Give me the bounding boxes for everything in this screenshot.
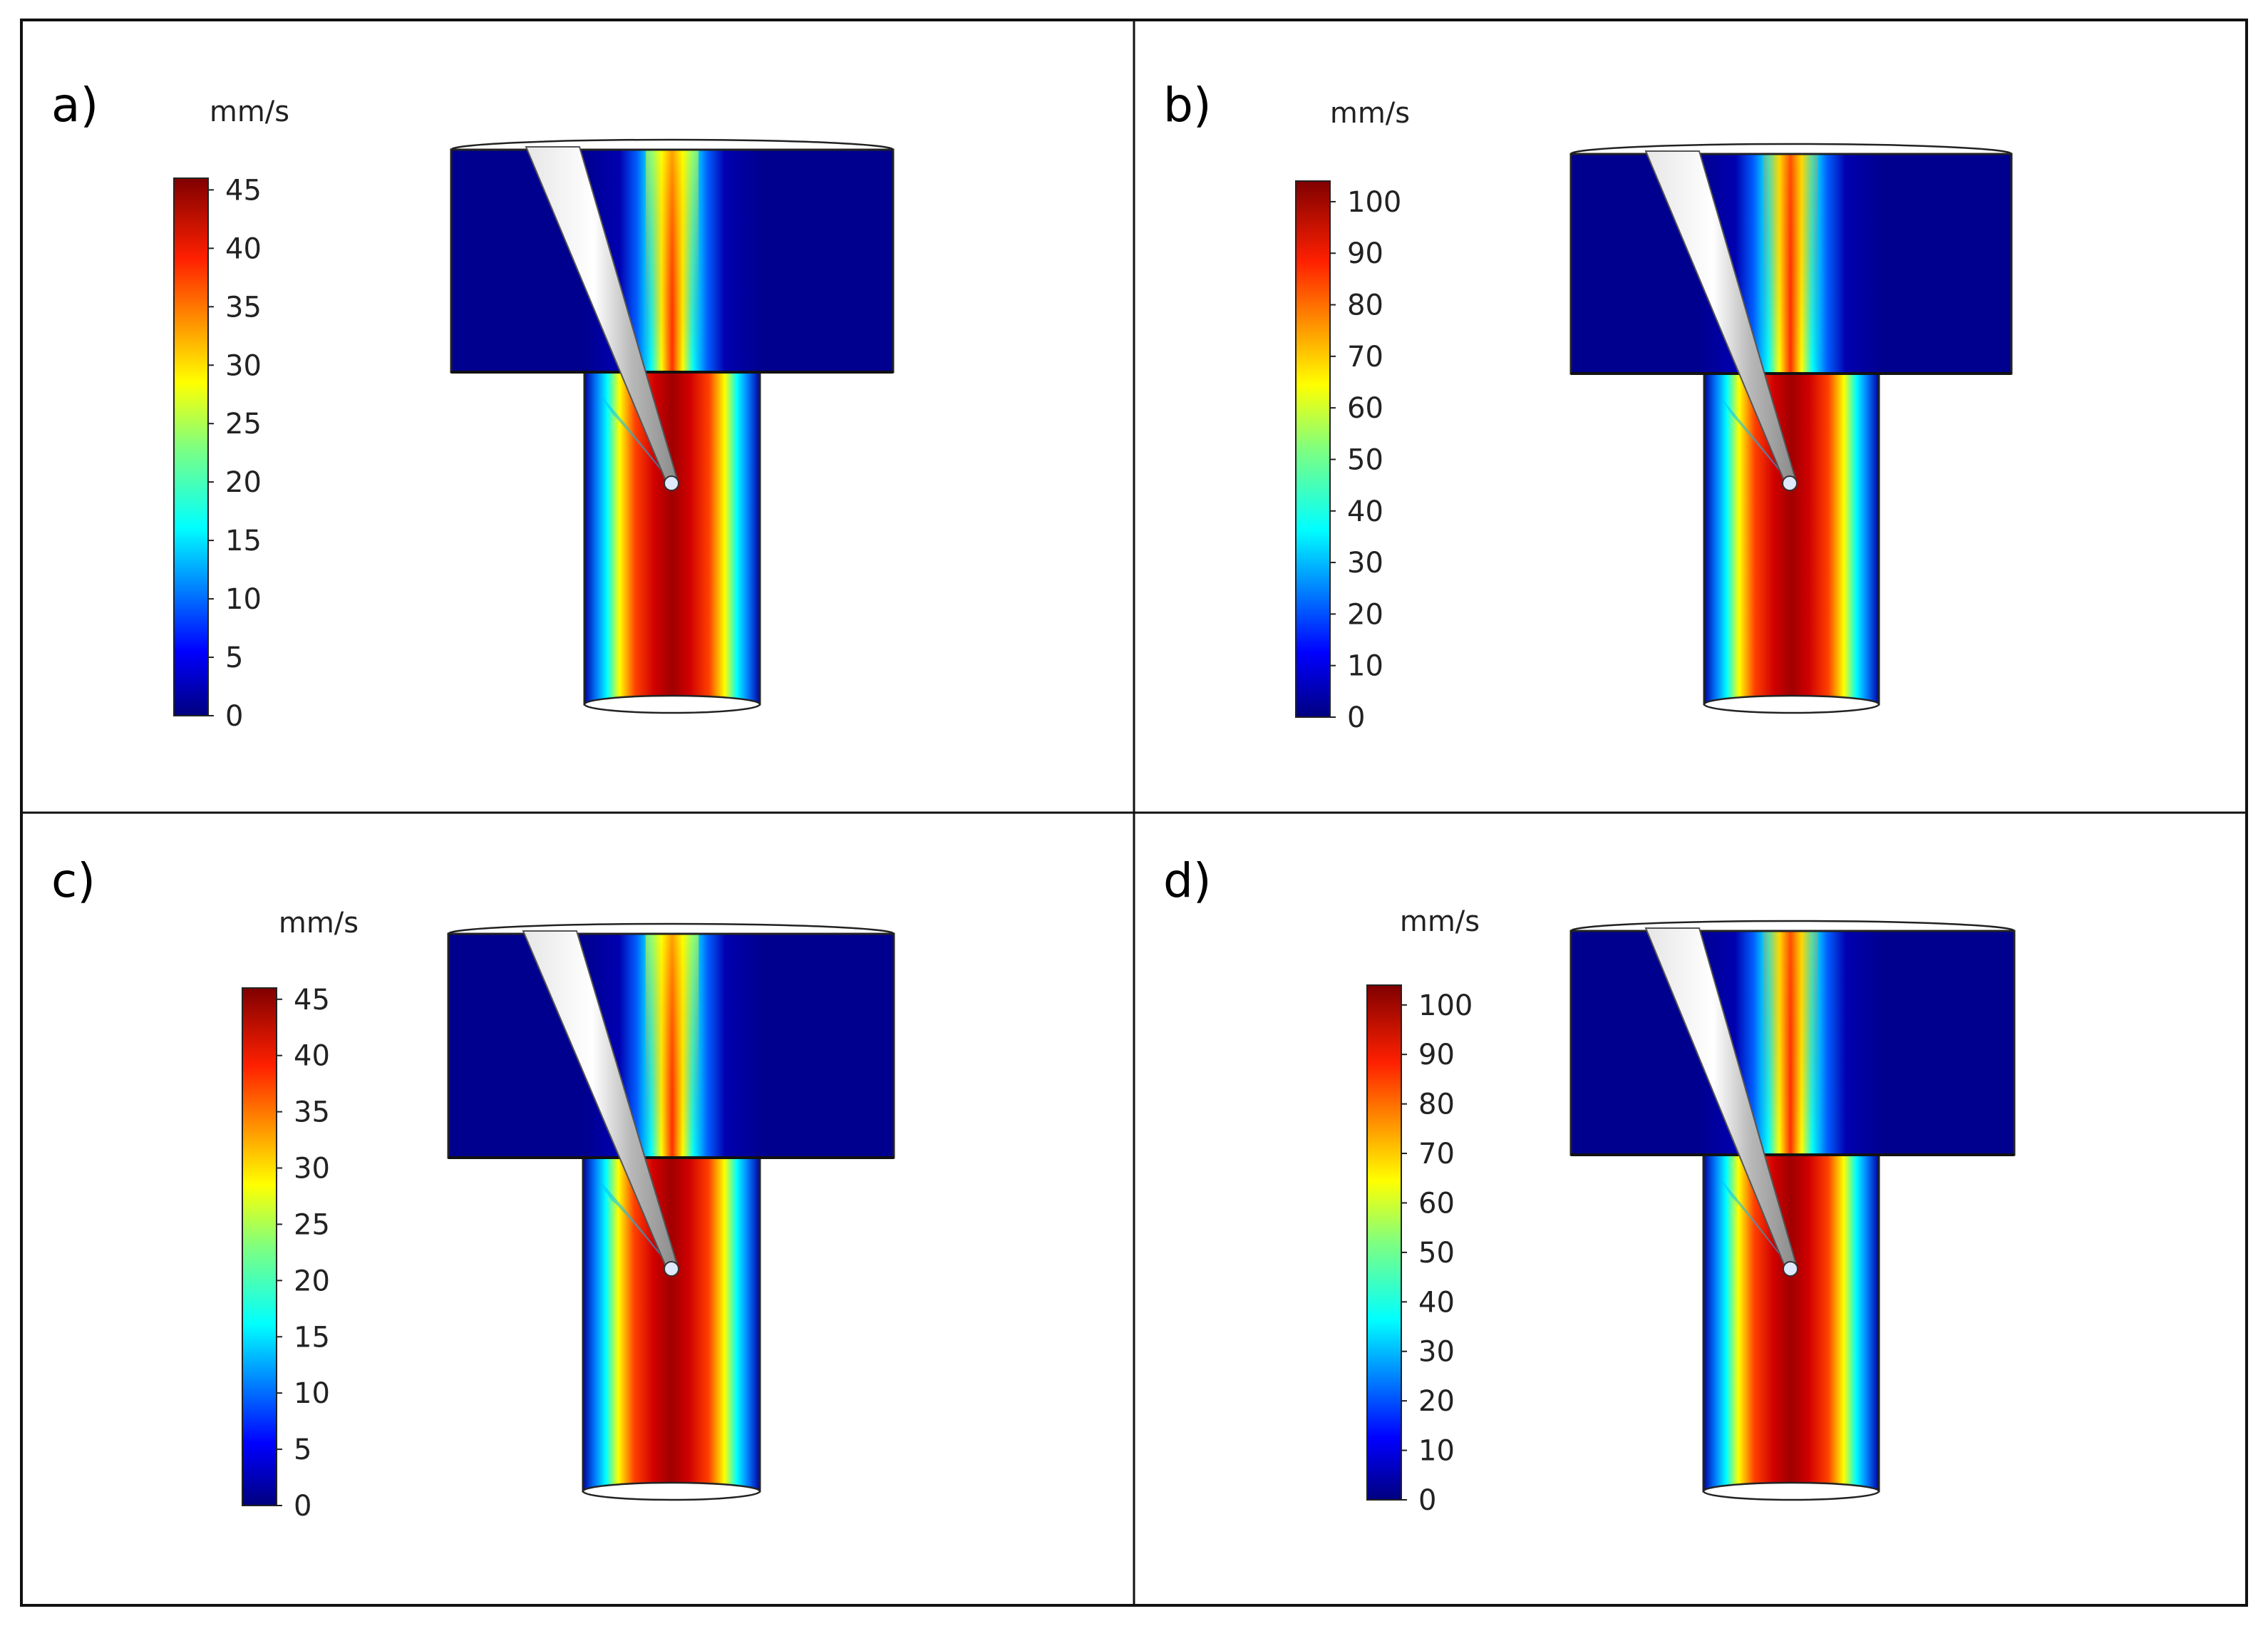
colorbar-tick-label: 45	[294, 984, 330, 1017]
colorbar-unit: mm/s	[279, 907, 359, 940]
colorbar-tick-label: 10	[225, 583, 262, 616]
colorbar-tick-label: 35	[225, 291, 262, 324]
colorbar: 0 5 10 15 20 25 30 35 40 45	[242, 984, 330, 1523]
flow-geometry	[1569, 920, 2016, 1501]
panels: a) mm/s 0 5 10 15 20 25 30 35 40 45 b) mm/s 0 10 20 30 40 5…	[51, 78, 2016, 1523]
panel-c: c) mm/s 0 5 10 15 20 25 30 35 40 45	[51, 853, 895, 1523]
colorbar-tick-label: 30	[225, 349, 262, 382]
colorbar-tick-label: 0	[225, 700, 243, 733]
colorbar-tick-label: 5	[225, 642, 243, 674]
colorbar-tick-label: 40	[1347, 495, 1383, 528]
colorbar-scale	[242, 987, 277, 1506]
colorbar-tick-label: 20	[294, 1265, 330, 1297]
colorbar-tick-label: 50	[1418, 1237, 1455, 1270]
colorbar-tick-label: 40	[225, 232, 262, 265]
jet-decay	[1763, 154, 1818, 374]
panel-label: a)	[51, 78, 98, 133]
colorbar-unit: mm/s	[210, 96, 289, 128]
panel-d: d) mm/s 0 10 20 30 40 50 60 70 80 90 100	[1163, 853, 2016, 1517]
lower-tube	[1703, 372, 1880, 706]
colorbar-tick-label: 0	[1418, 1484, 1436, 1517]
colorbar-tick-label: 100	[1418, 989, 1473, 1022]
lower-tube	[1702, 1153, 1880, 1493]
colorbar-tick-label: 30	[294, 1153, 330, 1185]
tube-outlet	[582, 1481, 761, 1501]
lower-tube	[582, 1156, 761, 1493]
colorbar-tick-label: 35	[294, 1096, 330, 1129]
colorbar-tick-label: 60	[1347, 392, 1383, 425]
panel-b: b) mm/s 0 10 20 30 40 50 60 70 80 90 100	[1163, 78, 2013, 734]
needle-tip	[1783, 1261, 1798, 1277]
jet-decay	[645, 934, 699, 1158]
needle-tip	[664, 1261, 679, 1277]
flow-geometry	[450, 138, 895, 714]
tube-outlet	[1703, 694, 1880, 714]
needle-wake	[1718, 1176, 1790, 1269]
panel-label: c)	[51, 853, 96, 908]
lower-tube	[583, 371, 761, 706]
colorbar-scale	[1366, 984, 1402, 1501]
colorbar-tick-label: 90	[1418, 1039, 1455, 1071]
colorbar-tick-label: 20	[225, 466, 262, 499]
colorbar: 0 10 20 30 40 50 60 70 80 90 100	[1366, 984, 1473, 1517]
panel-label: b)	[1163, 78, 1212, 133]
colorbar-tick-label: 20	[1347, 598, 1383, 631]
colorbar-tick-label: 90	[1347, 237, 1383, 270]
colorbar-tick-label: 25	[225, 408, 262, 441]
colorbar-tick-label: 10	[294, 1377, 330, 1410]
tube-outlet	[583, 694, 761, 714]
colorbar-scale	[173, 177, 209, 716]
colorbar-tick-label: 5	[294, 1434, 311, 1466]
flow-geometry	[447, 922, 895, 1501]
colorbar-tick-label: 70	[1347, 341, 1383, 374]
panel-a: a) mm/s 0 5 10 15 20 25 30 35 40 45	[51, 78, 895, 733]
jet-decay	[646, 150, 699, 372]
flow-geometry	[1569, 143, 2013, 714]
colorbar-tick-label: 20	[1418, 1385, 1455, 1418]
needle-tip	[664, 475, 679, 491]
needle-wake	[597, 1179, 671, 1269]
colorbar-tick-label: 80	[1347, 289, 1383, 322]
tube-outlet	[1702, 1481, 1880, 1501]
needle-wake	[1718, 395, 1790, 483]
colorbar: 0 10 20 30 40 50 60 70 80 90 100	[1295, 180, 1401, 734]
colorbar-tick-label: 10	[1347, 650, 1383, 683]
figure-grid	[20, 19, 2248, 1607]
colorbar-tick-label: 40	[294, 1040, 330, 1073]
colorbar-unit: mm/s	[1400, 905, 1480, 938]
colorbar-tick-label: 100	[1347, 186, 1401, 219]
colorbar-tick-label: 25	[294, 1208, 330, 1241]
colorbar-tick-label: 0	[1347, 701, 1365, 734]
colorbar-tick-label: 50	[1347, 443, 1383, 476]
panel-label: d)	[1163, 853, 1212, 908]
jet-decay	[1763, 931, 1818, 1155]
colorbar: 0 5 10 15 20 25 30 35 40 45	[173, 174, 262, 733]
colorbar-tick-label: 40	[1418, 1286, 1455, 1319]
colorbar-tick-label: 30	[1347, 547, 1383, 580]
colorbar-tick-label: 45	[225, 174, 262, 207]
needle-wake	[599, 393, 671, 483]
colorbar-tick-label: 80	[1418, 1089, 1455, 1121]
colorbar-tick-label: 0	[294, 1490, 311, 1523]
colorbar-tick-label: 15	[294, 1321, 330, 1354]
colorbar-tick-label: 10	[1418, 1435, 1455, 1468]
colorbar-tick-label: 70	[1418, 1138, 1455, 1170]
colorbar-tick-label: 30	[1418, 1336, 1455, 1369]
colorbar-scale	[1295, 180, 1331, 718]
colorbar-tick-label: 60	[1418, 1187, 1455, 1220]
colorbar-tick-label: 15	[225, 525, 262, 557]
needle-tip	[1782, 475, 1798, 491]
colorbar-unit: mm/s	[1330, 97, 1410, 130]
